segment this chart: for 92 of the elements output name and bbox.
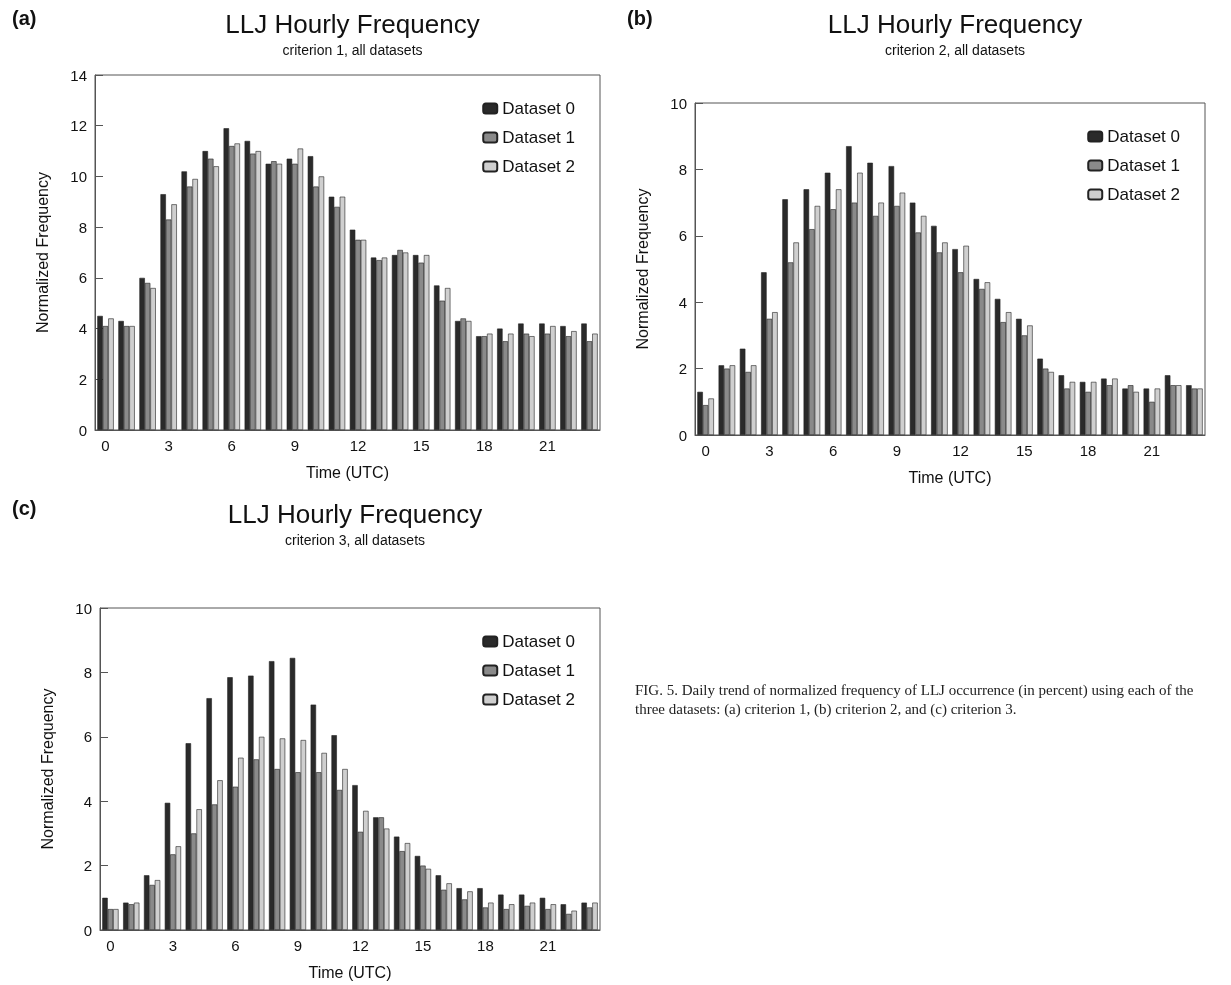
bar bbox=[1143, 388, 1150, 435]
legend-label: Dataset 0 bbox=[1107, 127, 1180, 146]
y-tick-label: 6 bbox=[678, 227, 687, 245]
bar bbox=[310, 704, 317, 930]
legend-label: Dataset 0 bbox=[502, 632, 575, 651]
bar bbox=[268, 661, 275, 930]
x-tick-label: 21 bbox=[539, 937, 557, 954]
bar bbox=[1058, 375, 1065, 435]
x-tick-label: 12 bbox=[952, 442, 969, 459]
y-tick-label: 6 bbox=[83, 728, 92, 746]
y-tick-label: 2 bbox=[83, 857, 92, 875]
x-tick-label: 21 bbox=[1143, 442, 1161, 459]
y-tick-label: 12 bbox=[70, 117, 87, 135]
bar bbox=[143, 875, 150, 930]
caption: FIG. 5. Daily trend of normalized frequency of LLJ occurrence (in percent) using each of the three datasets: (a) criterion 1, (b) criterion 2, and (c) criterion 3. bbox=[635, 681, 1198, 718]
x-tick-label: 9 bbox=[290, 437, 300, 454]
bar bbox=[560, 904, 567, 930]
chart-title: LLJ Hourly Frequency bbox=[827, 9, 1083, 39]
text: (b) bbox=[627, 7, 653, 29]
legend-label: Dataset 1 bbox=[502, 661, 575, 680]
y-tick-label: 4 bbox=[78, 320, 87, 338]
x-tick-label: 12 bbox=[352, 937, 369, 954]
legend-label: Dataset 1 bbox=[1107, 156, 1180, 175]
y-tick-label: 4 bbox=[83, 792, 92, 810]
y-tick-label: 8 bbox=[78, 218, 87, 236]
x-axis-title: Time (UTC) bbox=[306, 463, 389, 481]
y-tick-label: 2 bbox=[78, 370, 87, 388]
bar bbox=[223, 128, 230, 430]
legend-label: Dataset 0 bbox=[502, 99, 575, 118]
x-tick-label: 0 bbox=[106, 937, 115, 954]
y-tick-label: 0 bbox=[78, 421, 87, 439]
y-tick-label: 10 bbox=[70, 167, 87, 185]
bar bbox=[518, 894, 525, 930]
x-tick-label: 6 bbox=[231, 937, 240, 954]
bar bbox=[393, 836, 400, 930]
bar bbox=[349, 229, 356, 430]
legend-label: Dataset 2 bbox=[502, 690, 575, 709]
y-tick-label: 14 bbox=[70, 66, 87, 84]
text: (a) bbox=[12, 7, 37, 29]
y-axis-title: Normalized Frequency bbox=[633, 188, 651, 350]
x-axis-title: Time (UTC) bbox=[908, 468, 992, 486]
y-tick-label: 6 bbox=[78, 269, 87, 287]
x-tick-label: 9 bbox=[293, 937, 303, 954]
bar bbox=[803, 189, 810, 435]
bar bbox=[244, 140, 251, 430]
bar bbox=[307, 156, 314, 430]
x-tick-label: 0 bbox=[101, 437, 110, 454]
legend-label: Dataset 2 bbox=[1107, 185, 1180, 204]
bar bbox=[370, 257, 377, 430]
x-tick-label: 18 bbox=[477, 937, 494, 954]
bar bbox=[286, 158, 293, 430]
chart-subtitle: criterion 3, all datasets bbox=[284, 532, 426, 548]
x-tick-label: 6 bbox=[828, 442, 838, 459]
y-tick-label: 8 bbox=[678, 160, 687, 178]
x-tick-label: 3 bbox=[765, 442, 774, 459]
bar bbox=[888, 166, 895, 435]
x-tick-label: 3 bbox=[168, 937, 178, 954]
y-tick-label: 10 bbox=[670, 94, 687, 112]
y-tick-label: 4 bbox=[678, 293, 687, 311]
x-tick-label: 15 bbox=[412, 437, 430, 454]
x-tick-label: 18 bbox=[475, 437, 493, 454]
x-tick-label: 15 bbox=[1016, 442, 1033, 459]
y-tick-label: 2 bbox=[678, 360, 687, 378]
chart-title: LLJ Hourly Frequency bbox=[227, 499, 483, 529]
bar bbox=[539, 897, 546, 930]
bar bbox=[185, 743, 192, 930]
y-tick-label: 10 bbox=[75, 599, 92, 617]
legend-label: Dataset 2 bbox=[502, 157, 575, 176]
x-tick-label: 0 bbox=[701, 442, 710, 459]
bar bbox=[973, 278, 980, 435]
bar bbox=[435, 875, 442, 930]
y-tick-label: 0 bbox=[83, 921, 92, 939]
x-axis-title: Time (UTC) bbox=[308, 963, 392, 981]
x-tick-label: 9 bbox=[892, 442, 902, 459]
y-tick-label: 8 bbox=[83, 663, 92, 681]
x-tick-label: 21 bbox=[539, 437, 556, 454]
chart-subtitle: criterion 1, all datasets bbox=[282, 42, 423, 58]
bar bbox=[289, 657, 296, 930]
x-tick-label: 15 bbox=[414, 937, 432, 954]
x-tick-label: 12 bbox=[349, 437, 367, 454]
y-axis-title: Normalized Frequency bbox=[38, 688, 56, 850]
bar bbox=[718, 365, 725, 435]
x-tick-label: 6 bbox=[227, 437, 236, 454]
text: (c) bbox=[12, 497, 37, 519]
x-tick-label: 3 bbox=[164, 437, 173, 454]
chart-subtitle: criterion 2, all datasets bbox=[884, 42, 1026, 58]
bar bbox=[328, 196, 335, 430]
chart-title: LLJ Hourly Frequency bbox=[225, 9, 480, 39]
y-axis-title: Normalized Frequency bbox=[33, 172, 51, 333]
x-tick-label: 18 bbox=[1079, 442, 1097, 459]
bar bbox=[164, 802, 171, 930]
legend-label: Dataset 1 bbox=[502, 128, 575, 147]
